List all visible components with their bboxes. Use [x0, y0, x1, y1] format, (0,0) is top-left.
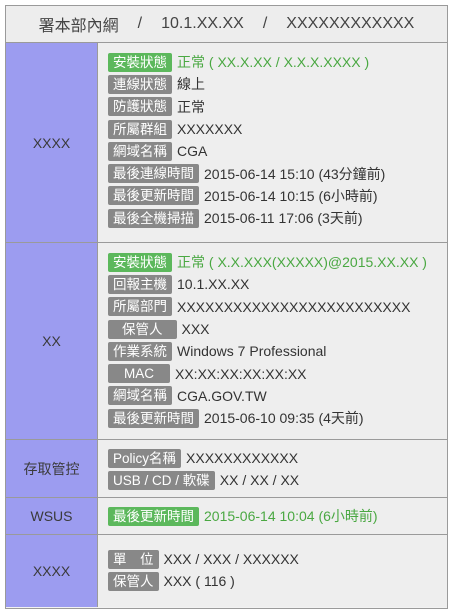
- field-value: 正常 ( XX.X.XX / X.X.X.XXXX ): [177, 54, 370, 71]
- field-value: XX / XX / XX: [219, 472, 300, 489]
- title-separator: /: [262, 15, 268, 32]
- field-label: 網域名稱: [108, 386, 172, 406]
- field-label: 安裝狀態: [108, 52, 172, 72]
- info-row: 防護狀態 正常: [108, 96, 447, 118]
- section-access-control: 存取管控 Policy名稱 XXXXXXXXXXXX USB / CD / 軟碟…: [6, 440, 447, 498]
- field-label: 最後更新時間: [108, 186, 199, 206]
- info-row: USB / CD / 軟碟 XX / XX / XX: [108, 469, 447, 491]
- field-value: 2015-06-11 17:06 (3天前): [204, 210, 363, 227]
- info-row: 單 位 XXX / XXX / XXXXXX: [108, 548, 447, 570]
- info-row: 保管人 XXX: [108, 318, 447, 340]
- section-content: 單 位 XXX / XXX / XXXXXX 保管人 XXX ( 116 ): [98, 535, 447, 607]
- field-label: 所屬部門: [108, 297, 172, 317]
- page-title: 署本部內網 / 10.1.XX.XX / XXXXXXXXXXXX: [6, 6, 447, 43]
- section-content: 安裝狀態 正常 ( XX.X.XX / X.X.X.XXXX ) 連線狀態 線上…: [98, 43, 447, 242]
- field-value: XXXXXXXXXXXXXXXXXXXXXXXXX: [177, 298, 411, 315]
- field-value: 正常 ( X.X.XXX(XXXXX)@2015.XX.XX ): [177, 254, 427, 271]
- field-label: 安裝狀態: [108, 252, 172, 272]
- info-row: 所屬群組 XXXXXXX: [108, 118, 447, 140]
- info-row: 最後更新時間 2015-06-10 09:35 (4天前): [108, 407, 447, 429]
- info-row: 網域名稱 CGA.GOV.TW: [108, 385, 447, 407]
- field-value: XX:XX:XX:XX:XX:XX: [175, 365, 307, 382]
- info-row: 安裝狀態 正常 ( XX.X.XX / X.X.X.XXXX ): [108, 51, 447, 73]
- ip-address: 10.1.XX.XX: [161, 15, 244, 32]
- field-value: XXXXXXXXXXXX: [186, 450, 299, 467]
- field-value: XXX: [181, 321, 210, 338]
- info-row: Policy名稱 XXXXXXXXXXXX: [108, 447, 447, 469]
- field-label: 作業系統: [108, 341, 172, 361]
- field-label: 防護狀態: [108, 97, 172, 117]
- section-category: XXXX: [6, 535, 98, 607]
- field-label: MAC: [108, 364, 170, 384]
- device-info-panel: 署本部內網 / 10.1.XX.XX / XXXXXXXXXXXX XXXX 安…: [5, 5, 448, 609]
- field-label: 最後更新時間: [108, 408, 199, 428]
- field-value: Windows 7 Professional: [177, 343, 327, 360]
- section-category: WSUS: [6, 498, 98, 534]
- field-label: 所屬群組: [108, 119, 172, 139]
- field-value: XXXXXXX: [177, 121, 243, 138]
- section-asset: XX 安裝狀態 正常 ( X.X.XXX(XXXXX)@2015.XX.XX )…: [6, 243, 447, 440]
- section-owner: XXXX 單 位 XXX / XXX / XXXXXX 保管人 XXX ( 11…: [6, 535, 447, 607]
- field-label: 最後連線時間: [108, 164, 199, 184]
- info-row: 最後連線時間 2015-06-14 15:10 (43分鐘前): [108, 162, 447, 184]
- section-category: XXXX: [6, 43, 98, 242]
- field-label: 單 位: [108, 549, 159, 569]
- section-category: XX: [6, 243, 98, 439]
- info-row: MAC XX:XX:XX:XX:XX:XX: [108, 362, 447, 384]
- field-label: 保管人: [108, 571, 159, 591]
- info-row: 所屬部門 XXXXXXXXXXXXXXXXXXXXXXXXX: [108, 296, 447, 318]
- field-value: CGA.GOV.TW: [177, 387, 267, 404]
- section-category: 存取管控: [6, 440, 98, 497]
- field-value: 2015-06-14 15:10 (43分鐘前): [204, 165, 386, 182]
- field-label: 最後更新時間: [108, 506, 199, 526]
- info-row: 回報主機 10.1.XX.XX: [108, 273, 447, 295]
- field-label: 網域名稱: [108, 141, 172, 161]
- field-value: 10.1.XX.XX: [177, 276, 250, 293]
- field-label: 最後全機掃描: [108, 208, 199, 228]
- field-label: 連線狀態: [108, 74, 172, 94]
- info-row: 作業系統 Windows 7 Professional: [108, 340, 447, 362]
- info-row: 最後全機掃描 2015-06-11 17:06 (3天前): [108, 207, 447, 229]
- section-antivirus: XXXX 安裝狀態 正常 ( XX.X.XX / X.X.X.XXXX ) 連線…: [6, 43, 447, 243]
- field-value: XXX ( 116 ): [163, 573, 235, 590]
- info-row: 安裝狀態 正常 ( X.X.XXX(XXXXX)@2015.XX.XX ): [108, 251, 447, 273]
- section-content: 最後更新時間 2015-06-14 10:04 (6小時前): [98, 498, 447, 534]
- field-value: 2015-06-14 10:04 (6小時前): [204, 508, 378, 525]
- info-row: 最後更新時間 2015-06-14 10:04 (6小時前): [108, 505, 447, 527]
- field-value: XXX / XXX / XXXXXX: [163, 551, 299, 568]
- section-content: 安裝狀態 正常 ( X.X.XXX(XXXXX)@2015.XX.XX ) 回報…: [98, 243, 447, 439]
- field-label: USB / CD / 軟碟: [108, 470, 215, 490]
- field-value: CGA: [177, 143, 208, 160]
- site-name: 署本部內網: [38, 18, 119, 35]
- info-row: 網域名稱 CGA: [108, 140, 447, 162]
- field-value: 正常: [177, 98, 205, 115]
- field-value: 2015-06-14 10:15 (6小時前): [204, 187, 378, 204]
- title-separator: /: [137, 15, 143, 32]
- field-value: 2015-06-10 09:35 (4天前): [204, 410, 364, 427]
- info-row: 保管人 XXX ( 116 ): [108, 570, 447, 592]
- field-label: 保管人: [108, 319, 177, 339]
- info-row: 最後更新時間 2015-06-14 10:15 (6小時前): [108, 185, 447, 207]
- info-row: 連線狀態 線上: [108, 73, 447, 95]
- host-name: XXXXXXXXXXXX: [286, 15, 415, 32]
- field-label: Policy名稱: [108, 448, 182, 468]
- section-content: Policy名稱 XXXXXXXXXXXX USB / CD / 軟碟 XX /…: [98, 440, 447, 497]
- field-value: 線上: [177, 76, 205, 93]
- field-label: 回報主機: [108, 274, 172, 294]
- section-wsus: WSUS 最後更新時間 2015-06-14 10:04 (6小時前): [6, 498, 447, 535]
